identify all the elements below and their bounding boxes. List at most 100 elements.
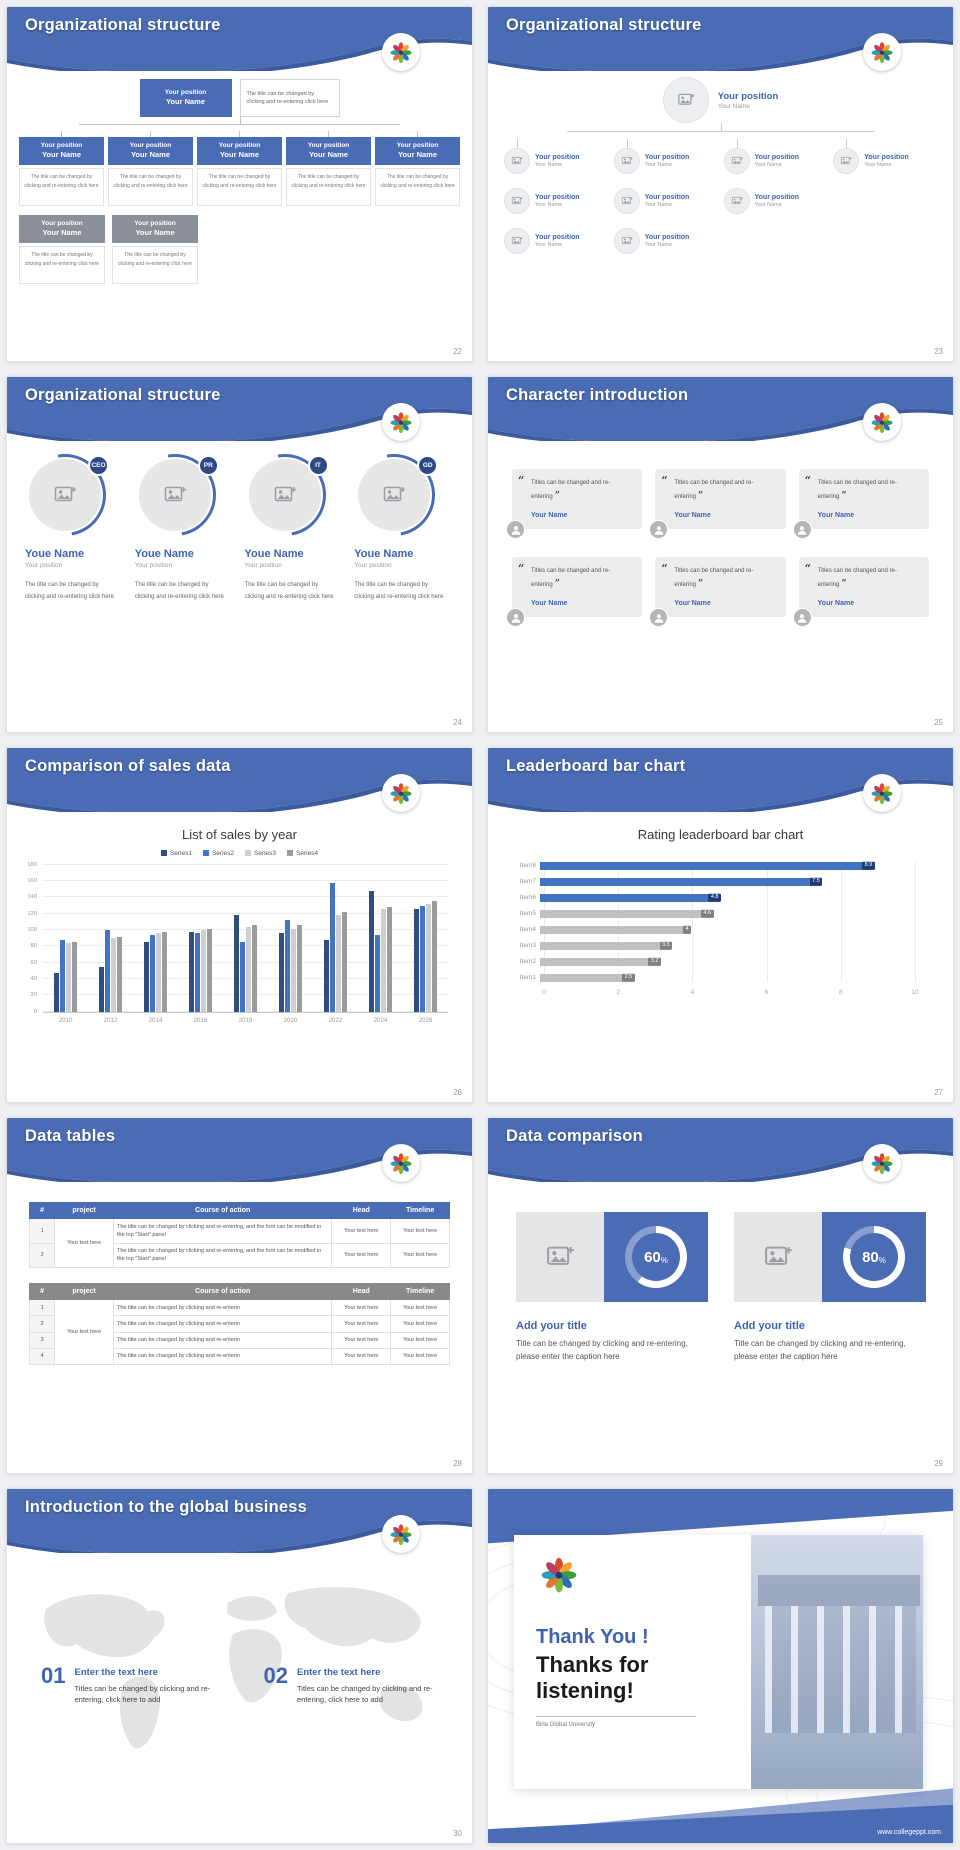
accent-arc bbox=[117, 438, 232, 553]
bar bbox=[195, 933, 200, 1012]
bar-track: 8.9 bbox=[540, 861, 915, 871]
table-header-cell: project bbox=[54, 1283, 114, 1301]
bar-track: 4 bbox=[540, 925, 915, 935]
slide-27-leaderboard[interactable]: Leaderboard bar chart Rating leaderboard… bbox=[487, 746, 954, 1104]
person-icon bbox=[653, 612, 665, 624]
website-url[interactable]: www.collegeppt.com bbox=[877, 1828, 941, 1836]
comparison-panels: 60% Add your title Title can be changed … bbox=[488, 1182, 953, 1472]
quote-cards: “Titles can be changed and re-entering” Y… bbox=[488, 441, 953, 731]
table-row: 2 The title can be changed by clicking a… bbox=[28, 1315, 450, 1333]
table-cell: 1 bbox=[28, 1218, 56, 1244]
bar bbox=[330, 882, 335, 1012]
value-label: 8.9 bbox=[862, 861, 875, 871]
slide-23-org-structure[interactable]: Organizational structure Your position Yo… bbox=[487, 6, 954, 363]
gridline bbox=[766, 861, 768, 982]
page-number: 30 bbox=[453, 1828, 462, 1838]
org-level-1: Your position Your Name Your position Your… bbox=[504, 139, 937, 174]
bar bbox=[117, 936, 122, 1012]
table-cell: Your text here bbox=[390, 1331, 450, 1349]
y-tick-label: 120 bbox=[27, 910, 37, 917]
bar-group: 2022 bbox=[324, 865, 347, 1024]
org-branch: Your position Your Name The title can be … bbox=[19, 131, 104, 206]
quote-name: Your Name bbox=[817, 600, 855, 608]
table-cell: Your text here bbox=[331, 1315, 392, 1333]
org-branch: Your position Your Name The title can be … bbox=[286, 131, 371, 206]
slide-28-data-tables[interactable]: Data tables # project Course of action H… bbox=[6, 1117, 473, 1474]
legend-item: Series3 bbox=[245, 850, 276, 857]
table-cell: Your text here bbox=[331, 1242, 392, 1269]
slide-thank-you[interactable]: Thank You ! Thanks for listening! Birla … bbox=[487, 1487, 954, 1844]
bar-row: Item6 4.8 bbox=[508, 893, 915, 903]
image-placeholder-icon bbox=[677, 91, 695, 109]
value-label: 4.8 bbox=[708, 893, 721, 903]
header-wave bbox=[488, 377, 953, 442]
bar bbox=[144, 941, 149, 1012]
legend-label: Series1 bbox=[169, 849, 192, 857]
university-logo-icon bbox=[387, 779, 415, 807]
org-node-root: Your position Your Name bbox=[504, 77, 937, 123]
legend-label: Series4 bbox=[296, 849, 319, 857]
org-node: Your position Your Name bbox=[375, 137, 460, 165]
bar bbox=[336, 915, 341, 1012]
gridline bbox=[692, 861, 694, 982]
page-number: 28 bbox=[453, 1458, 462, 1468]
x-tick-label: 6 bbox=[764, 988, 769, 996]
position-label: Your position bbox=[164, 88, 207, 96]
bar bbox=[252, 925, 257, 1012]
university-logo-icon bbox=[868, 408, 896, 436]
slide-26-sales-comparison[interactable]: Comparison of sales data List of sales b… bbox=[6, 746, 473, 1104]
open-quote-icon: “ bbox=[804, 562, 811, 576]
slide-title: Data comparison bbox=[506, 1127, 643, 1146]
bar: 4.6 bbox=[540, 909, 714, 919]
world-map bbox=[44, 1586, 423, 1749]
org-branch: Your position Your Name The title can be … bbox=[197, 131, 282, 206]
image-placeholder-icon bbox=[621, 155, 633, 167]
open-quote-icon: “ bbox=[518, 562, 525, 576]
member-position: Your position bbox=[25, 562, 63, 570]
bar bbox=[207, 928, 212, 1012]
slide-22-org-structure[interactable]: Organizational structure Your position Y… bbox=[6, 6, 473, 363]
bar-row: Item4 4 bbox=[508, 925, 915, 935]
thank-you-title: Thank You ! bbox=[536, 1625, 649, 1648]
table-row: 1 Your text here The title can be change… bbox=[28, 1218, 450, 1269]
image-placeholder-icon bbox=[763, 1242, 793, 1272]
org-branch: Your position Your Name The title can be … bbox=[375, 131, 460, 206]
value-label: 3.5 bbox=[659, 941, 673, 951]
slide-25-character-introduction[interactable]: Character introduction “ Titles can be ch… bbox=[487, 376, 954, 733]
bar-track: 3.5 bbox=[540, 941, 915, 951]
panel-title: Add your title bbox=[516, 1320, 587, 1333]
logo-badge bbox=[863, 1144, 901, 1183]
category-label: Item6 bbox=[519, 894, 536, 902]
bar bbox=[60, 939, 65, 1012]
accent-arc bbox=[227, 438, 342, 553]
table-cell: Your text here bbox=[331, 1347, 392, 1366]
bar-row: Item7 7.5 bbox=[508, 877, 915, 887]
org-chart-photos: Your position Your Name Your position Your… bbox=[488, 71, 953, 361]
panel-title: Add your title bbox=[734, 1320, 805, 1333]
bar bbox=[111, 938, 116, 1012]
building-photo bbox=[751, 1534, 923, 1789]
bar-row: Item8 8.9 bbox=[508, 861, 915, 871]
header-wave bbox=[488, 7, 953, 71]
bar: 4 bbox=[540, 925, 691, 935]
bar bbox=[369, 890, 374, 1012]
table-cell: The title can be changed by clicking and… bbox=[112, 1242, 333, 1269]
bar bbox=[381, 908, 386, 1012]
slide-header: Organizational structure bbox=[7, 7, 472, 71]
bar: 7.5 bbox=[540, 877, 823, 887]
page-number: 26 bbox=[453, 1088, 462, 1098]
bar bbox=[297, 925, 302, 1012]
avatar-placeholder bbox=[248, 459, 321, 532]
bar bbox=[420, 905, 425, 1012]
page-number: 29 bbox=[934, 1458, 943, 1468]
point-text: Titles can be changed by clicking and re… bbox=[74, 1683, 211, 1705]
team-members: CEO Youe Name Your position The title ca… bbox=[7, 438, 472, 731]
slide-29-data-comparison[interactable]: Data comparison 60% Add your title Title… bbox=[487, 1117, 954, 1474]
logo-badge bbox=[382, 773, 420, 812]
y-tick-label: 100 bbox=[27, 927, 37, 934]
slide-24-org-structure[interactable]: Organizational structure CEO Youe Name Y… bbox=[6, 376, 473, 733]
slide-header: Organizational structure bbox=[488, 7, 953, 71]
bar-row: Item3 3.5 bbox=[508, 941, 915, 951]
bar bbox=[72, 941, 77, 1012]
slide-30-global-business[interactable]: Introduction to the global business 01 bbox=[6, 1487, 473, 1844]
